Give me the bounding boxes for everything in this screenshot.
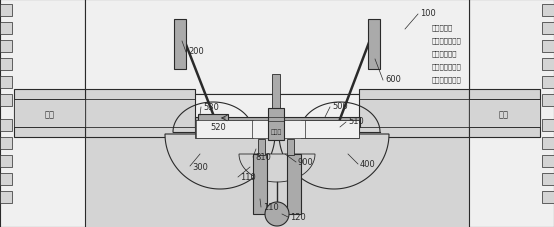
Bar [542, 5, 554, 17]
Polygon shape [265, 202, 289, 226]
Bar [0, 5, 12, 17]
Text: 润滑油: 润滑油 [270, 129, 281, 134]
Bar [542, 191, 554, 203]
Text: 500: 500 [332, 102, 348, 111]
Bar [268, 109, 284, 140]
Bar [0, 0, 85, 227]
Bar [469, 100, 540, 127]
Bar [287, 154, 301, 214]
Bar [542, 173, 554, 185]
Bar [253, 154, 267, 214]
Text: 530: 530 [203, 103, 219, 112]
Bar [85, 95, 469, 134]
Text: 排气: 排气 [499, 110, 509, 119]
Text: 110: 110 [263, 203, 279, 212]
Polygon shape [279, 134, 389, 189]
Text: 可变压缩活塞将: 可变压缩活塞将 [432, 37, 461, 44]
Bar [368, 20, 380, 70]
Bar [542, 41, 554, 53]
Bar [0, 59, 12, 71]
Bar [196, 121, 252, 138]
Bar [542, 77, 554, 89]
Bar [542, 119, 554, 131]
Bar [0, 77, 12, 89]
Bar [14, 90, 85, 137]
Bar [174, 20, 186, 70]
Bar [542, 23, 554, 35]
Text: 120: 120 [290, 212, 306, 222]
Bar [195, 121, 253, 138]
Bar [272, 75, 280, 109]
Bar [0, 137, 12, 149]
Bar [542, 137, 554, 149]
Bar [0, 119, 12, 131]
Bar [542, 95, 554, 106]
Bar [0, 173, 12, 185]
Bar [85, 90, 195, 137]
Bar [359, 90, 469, 137]
Bar [0, 95, 12, 106]
Bar [0, 23, 12, 35]
Text: 200: 200 [188, 47, 204, 56]
Bar [0, 191, 12, 203]
Bar [258, 139, 265, 155]
Bar [542, 59, 554, 71]
Text: 启动状态下: 启动状态下 [432, 25, 453, 31]
Bar [198, 114, 228, 122]
Text: 600: 600 [385, 75, 401, 84]
Text: 100: 100 [420, 10, 436, 18]
Polygon shape [165, 134, 275, 189]
Bar [0, 41, 12, 53]
Bar [469, 90, 540, 137]
Text: 缩回至最低点: 缩回至最低点 [432, 50, 458, 57]
Bar [195, 118, 360, 127]
Text: 810: 810 [255, 153, 271, 162]
Text: 400: 400 [360, 160, 376, 169]
Polygon shape [239, 154, 315, 182]
Bar [247, 121, 305, 138]
Bar [85, 0, 469, 95]
Text: 进气: 进气 [45, 110, 55, 119]
Bar [542, 155, 554, 167]
Bar [14, 100, 85, 127]
Text: 300: 300 [192, 163, 208, 172]
Text: 110: 110 [240, 173, 256, 182]
Text: 燃烧室的结合面: 燃烧室的结合面 [432, 76, 461, 83]
Bar [301, 121, 359, 138]
Bar [287, 139, 294, 155]
Text: 900: 900 [298, 158, 314, 167]
Text: 520: 520 [210, 123, 225, 132]
Text: 510: 510 [348, 117, 364, 126]
Bar [0, 155, 12, 167]
Bar [469, 0, 554, 227]
Text: 低于压缩活塞与: 低于压缩活塞与 [432, 63, 461, 70]
